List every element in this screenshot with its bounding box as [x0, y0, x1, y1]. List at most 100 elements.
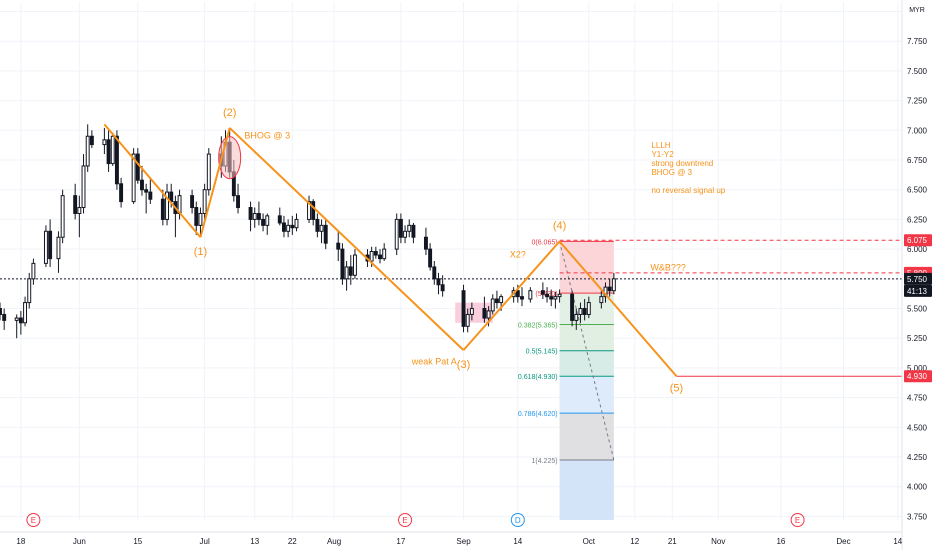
candle-body — [131, 153, 136, 203]
candle — [340, 243, 345, 285]
candle-body — [436, 278, 441, 286]
time-axis[interactable]: 18 Jun 15 Jul 13 22 Aug 17 Sep 14 Oct 12 21 Nov 16 Dec 1… — [0, 531, 903, 546]
fib-level-label: 0.618(4.930) — [518, 374, 558, 381]
wave-line[interactable] — [228, 127, 465, 351]
candle-body — [311, 201, 316, 220]
candle — [428, 243, 433, 271]
wave-label: (2) — [223, 107, 236, 119]
candle-body — [27, 278, 32, 304]
candle — [545, 287, 550, 303]
price-level-tag-text: 6.075 — [907, 236, 928, 245]
candle — [490, 294, 495, 315]
candle-body — [73, 195, 78, 214]
price-tick-label: 6.000 — [907, 245, 928, 254]
time-tick-label: Oct — [583, 537, 596, 546]
candle-body — [315, 218, 320, 232]
candle — [290, 215, 295, 235]
candle — [85, 124, 90, 172]
candle-body — [482, 308, 487, 319]
fib-level-label: 1(4.225) — [531, 458, 557, 465]
candle — [81, 154, 86, 214]
candle-body — [110, 135, 115, 165]
price-level-tag[interactable] — [904, 370, 932, 383]
candle — [18, 310, 23, 335]
candle — [549, 289, 554, 307]
candle — [27, 272, 32, 309]
event-marker-icon[interactable] — [790, 513, 805, 527]
candle — [440, 275, 445, 297]
candle-body — [540, 290, 545, 295]
wave-line[interactable] — [558, 240, 678, 377]
candle — [557, 289, 562, 303]
candle — [553, 291, 558, 309]
price-tick-label: 6.250 — [907, 215, 928, 224]
candle-body — [520, 296, 524, 300]
candle — [307, 195, 311, 223]
candle-body — [202, 189, 207, 214]
candle-body — [348, 266, 353, 276]
countdown-tag — [904, 284, 932, 297]
fib-level-label: 0.786(4.620) — [518, 411, 558, 418]
price-tick-label: 5.000 — [907, 364, 928, 373]
price-level-tag[interactable] — [904, 234, 932, 247]
candle-body — [336, 242, 341, 250]
time-tick-label: 17 — [396, 537, 405, 546]
price-tick-label: 3.750 — [907, 512, 928, 521]
candle — [294, 213, 299, 232]
candle — [432, 261, 437, 285]
candle-body — [60, 195, 65, 238]
candle — [407, 219, 412, 238]
candle — [119, 177, 124, 208]
candle — [31, 258, 36, 285]
candle-body — [18, 317, 23, 324]
annotation-text: X2? — [510, 249, 526, 259]
fib-zone — [559, 460, 614, 520]
fib-zone — [559, 324, 614, 351]
fib-level-label: 0(6.065) — [531, 239, 557, 246]
candle — [144, 183, 149, 214]
time-tick-label: Nov — [711, 537, 725, 546]
candle — [311, 199, 316, 226]
event-marker-icon[interactable] — [510, 513, 525, 527]
candle-body — [114, 135, 119, 185]
wave-label: (3) — [457, 359, 470, 371]
wave-label: (1) — [194, 246, 207, 258]
annotation-text: W&B??? — [650, 263, 686, 273]
note-text: LLLH — [651, 141, 670, 150]
candle — [520, 287, 524, 307]
candle-body — [294, 218, 299, 229]
candle — [148, 177, 153, 204]
wave-line[interactable] — [462, 240, 561, 351]
annotation-text: weak Pat A — [411, 356, 457, 366]
fib-trend-line[interactable] — [559, 241, 615, 461]
candle-body — [494, 298, 499, 304]
candle-body — [611, 278, 616, 292]
price-level-tag[interactable] — [904, 272, 932, 285]
time-tick-label: Jul — [200, 537, 210, 546]
candle-body — [515, 290, 520, 298]
note-text: Y1-Y2 — [651, 150, 674, 159]
price-level-tag-text: 4.930 — [907, 372, 928, 381]
candle — [494, 290, 499, 309]
price-axis[interactable]: MYR 3.750 4.000 4.250 4.500 4.750 5.000 5.250 5.… — [901, 0, 932, 550]
candle-body — [286, 224, 291, 232]
horizontal-levels[interactable] — [0, 239, 902, 377]
wave-lines[interactable] — [103, 123, 678, 377]
event-marker-icon[interactable] — [26, 513, 41, 527]
candle — [252, 207, 257, 228]
candle-body — [194, 207, 199, 226]
candle — [423, 227, 428, 256]
event-marker-icon[interactable] — [398, 513, 413, 527]
candle — [570, 290, 575, 327]
candle — [373, 246, 378, 259]
wave-line[interactable] — [199, 127, 231, 238]
fibonacci-retracement[interactable]: 0(6.065)(5.630)0.382(5.365)0.5(5.145)0.6… — [455, 239, 615, 520]
candle-body — [378, 254, 382, 260]
candle — [540, 282, 545, 300]
note-text: strong downtrend — [651, 159, 713, 168]
candle — [436, 272, 441, 295]
wave-line[interactable] — [103, 123, 202, 238]
